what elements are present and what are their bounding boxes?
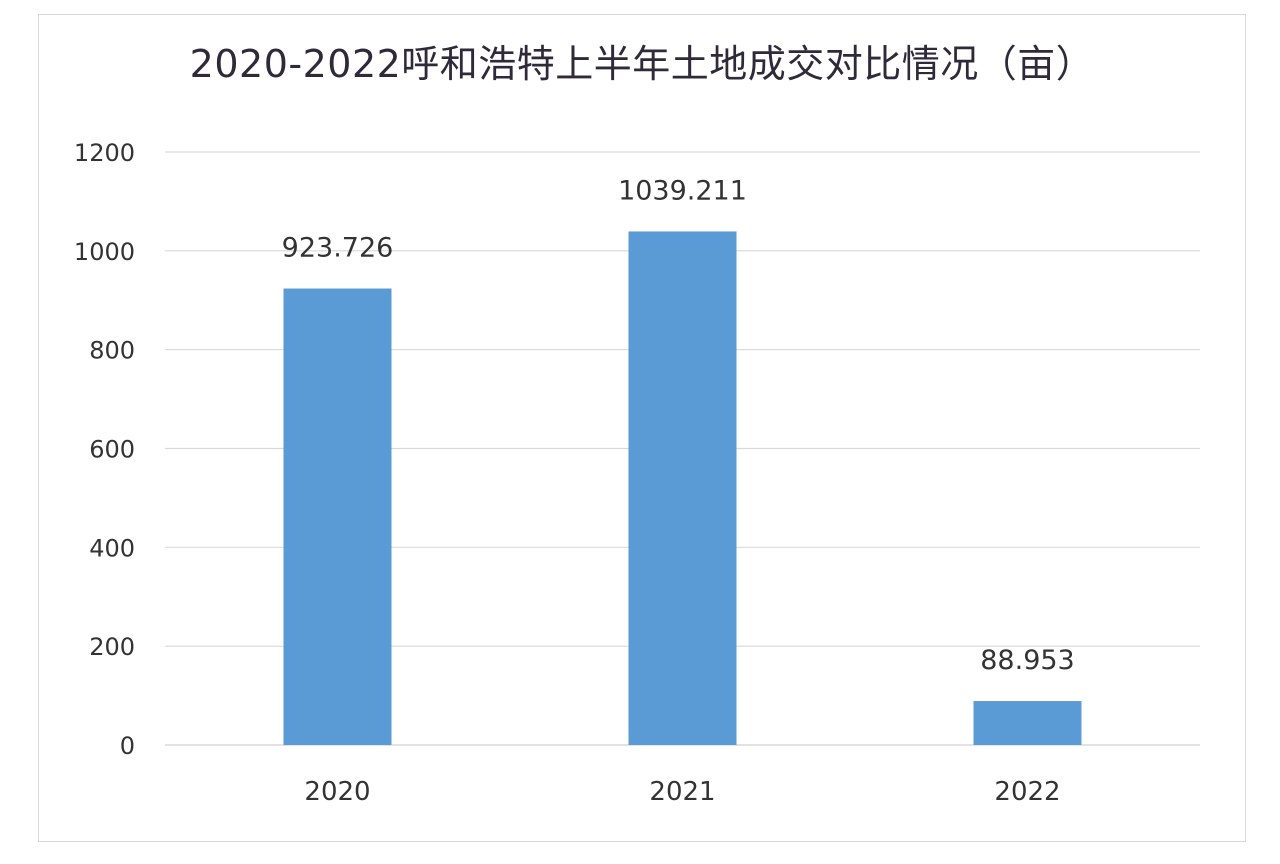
y-tick-label: 0 (120, 732, 135, 760)
x-category-label: 2021 (649, 777, 715, 807)
data-labels: 923.726 1039.211 88.953 (282, 175, 1075, 676)
bars (283, 231, 1082, 746)
chart-title: 2020-2022呼和浩特上半年土地成交对比情况（亩） (189, 42, 1095, 86)
bar-2021 (628, 231, 737, 746)
data-label-2021: 1039.211 (618, 175, 747, 206)
y-tick-label: 1200 (74, 139, 135, 167)
x-category-label: 2022 (994, 777, 1060, 807)
data-label-2020: 923.726 (282, 233, 394, 264)
y-tick-label: 400 (89, 534, 135, 562)
bar-2020 (283, 288, 392, 745)
data-label-2022: 88.953 (980, 645, 1074, 676)
bar-2022 (973, 701, 1082, 745)
x-category-label: 2020 (304, 777, 370, 807)
y-tick-label: 1000 (74, 238, 135, 266)
y-axis-ticks: 0 200 400 600 800 1000 1200 (74, 139, 135, 760)
y-tick-label: 200 (89, 633, 135, 661)
y-tick-label: 600 (89, 436, 135, 464)
x-axis-categories: 2020 2021 2022 (304, 777, 1060, 807)
y-tick-label: 800 (89, 337, 135, 365)
